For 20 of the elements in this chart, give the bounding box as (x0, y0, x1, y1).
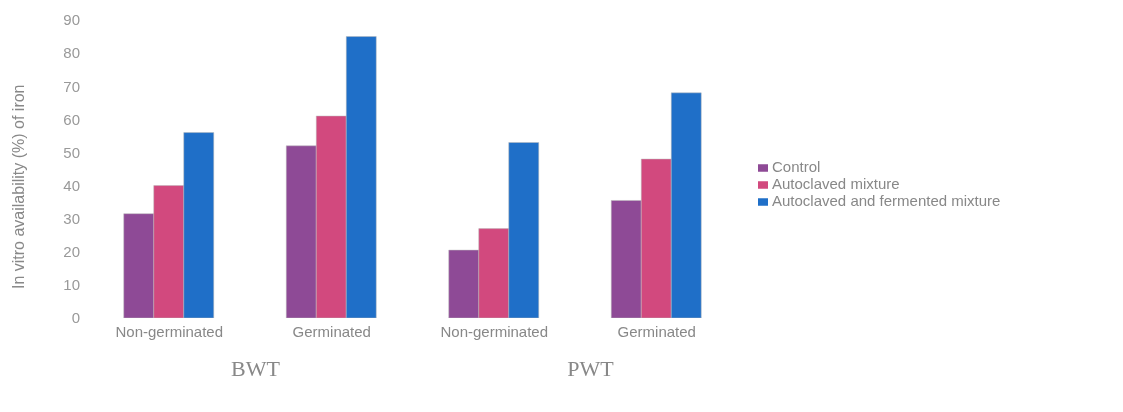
legend-label: Control (772, 157, 821, 175)
y-tick-label: 40 (63, 176, 80, 194)
x-tick-label: Germinated (617, 322, 696, 340)
x-tick-label: Germinated (292, 322, 371, 340)
y-tick-label: 90 (63, 11, 80, 29)
y-tick-label: 50 (63, 143, 80, 161)
y-tick-label: 0 (71, 309, 80, 327)
y-tick-label: 20 (63, 243, 80, 261)
legend-label: Autoclaved and fermented mixture (772, 191, 1001, 209)
x-tick-label: Non-germinated (440, 322, 549, 340)
y-tick-label: 70 (63, 77, 80, 95)
text: BWT (230, 356, 281, 382)
legend-label: Autoclaved mixture (772, 174, 900, 192)
y-tick-label: 10 (63, 276, 80, 294)
y-tick-label: 80 (63, 44, 80, 62)
y-tick-label: 30 (63, 209, 80, 227)
x-tick-label: Non-germinated (115, 322, 224, 340)
text: PWT (566, 356, 615, 382)
y-axis-title: In vitro availability (%) of iron (9, 84, 27, 289)
y-tick-label: 60 (63, 110, 80, 128)
